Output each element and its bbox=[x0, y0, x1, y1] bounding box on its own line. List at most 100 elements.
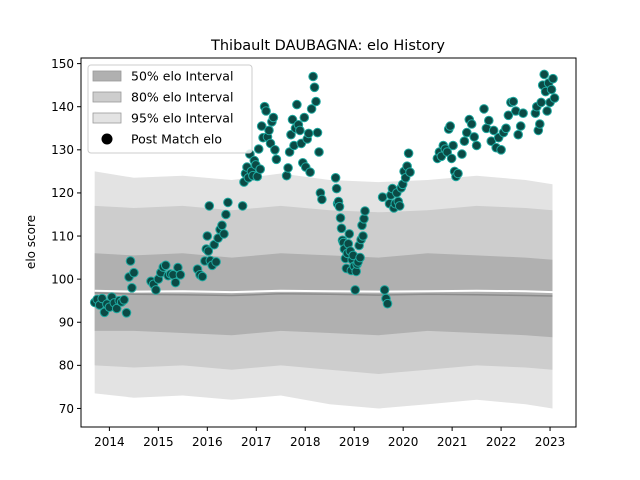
data-point bbox=[270, 145, 280, 155]
data-point bbox=[503, 110, 514, 121]
data-point bbox=[264, 125, 274, 136]
legend-box bbox=[87, 64, 253, 154]
x-tick-label: 2022 bbox=[486, 435, 517, 449]
data-point bbox=[127, 283, 137, 293]
legend-marker bbox=[101, 133, 113, 145]
data-point bbox=[119, 295, 129, 305]
axes-frame bbox=[80, 57, 577, 428]
x-tick-label: 2014 bbox=[94, 435, 125, 449]
data-point bbox=[306, 104, 317, 114]
data-point bbox=[536, 97, 547, 108]
data-point bbox=[308, 71, 318, 82]
data-point bbox=[271, 154, 282, 165]
data-point bbox=[355, 252, 365, 263]
legend-label: 50% elo Interval bbox=[131, 69, 233, 84]
data-point bbox=[121, 308, 132, 318]
data-point bbox=[170, 277, 181, 288]
data-point bbox=[219, 229, 229, 239]
plot-area bbox=[89, 69, 560, 409]
data-point bbox=[151, 285, 161, 295]
data-point bbox=[335, 213, 346, 223]
y-axis-label: elo score bbox=[24, 215, 38, 269]
legend: 50% elo Interval 80% elo Interval 95% elo … bbox=[87, 64, 253, 154]
data-point bbox=[405, 167, 415, 177]
data-point bbox=[311, 96, 321, 107]
y-tick-label: 130 bbox=[51, 143, 74, 157]
y-tick-label: 80 bbox=[59, 359, 74, 373]
data-point bbox=[379, 285, 390, 295]
data-point bbox=[542, 106, 552, 116]
data-point bbox=[453, 168, 463, 179]
data-point bbox=[358, 231, 368, 241]
data-point bbox=[261, 106, 271, 116]
data-point bbox=[129, 267, 139, 278]
data-point bbox=[334, 201, 345, 212]
data-point bbox=[496, 145, 506, 155]
y-tick-label: 110 bbox=[51, 229, 74, 243]
data-point bbox=[253, 144, 264, 154]
data-point bbox=[549, 93, 560, 103]
data-point bbox=[360, 206, 370, 216]
summary-lines bbox=[94, 289, 553, 297]
data-point bbox=[312, 127, 323, 138]
data-point bbox=[446, 153, 457, 164]
data-point bbox=[350, 285, 361, 295]
data-point bbox=[466, 119, 477, 129]
x-tick-label: 2020 bbox=[388, 435, 419, 449]
data-point bbox=[204, 201, 215, 211]
data-point bbox=[237, 201, 248, 211]
band-50 bbox=[94, 253, 553, 338]
data-point bbox=[462, 127, 472, 138]
x-tick-label: 2017 bbox=[241, 435, 272, 449]
legend-swatch bbox=[92, 91, 122, 103]
data-point bbox=[457, 149, 467, 159]
data-point bbox=[255, 164, 266, 174]
data-point bbox=[448, 140, 458, 151]
median-line bbox=[94, 292, 553, 297]
x-tick-label: 2023 bbox=[535, 435, 566, 449]
data-point bbox=[471, 140, 482, 151]
data-point bbox=[330, 173, 341, 183]
data-point bbox=[479, 104, 489, 114]
data-point bbox=[284, 147, 295, 157]
x-tick-label: 2016 bbox=[192, 435, 223, 449]
x-tick-label: 2019 bbox=[339, 435, 370, 449]
post-match-points bbox=[89, 69, 560, 318]
y-tick-label: 100 bbox=[51, 272, 74, 286]
data-point bbox=[377, 192, 388, 202]
data-point bbox=[508, 96, 519, 107]
legend-label: 80% elo Interval bbox=[131, 90, 233, 105]
legend-label: 95% elo Interval bbox=[131, 111, 233, 126]
data-point bbox=[211, 257, 221, 267]
data-point bbox=[299, 112, 310, 123]
data-point bbox=[442, 147, 453, 157]
data-point bbox=[203, 246, 214, 256]
data-point bbox=[314, 147, 324, 157]
data-point bbox=[546, 84, 557, 95]
data-point bbox=[469, 132, 480, 142]
data-point bbox=[217, 220, 227, 231]
data-point bbox=[382, 298, 393, 309]
x-axis: 2014 2015 2016 2017 2018 2019 2020 2021 2022 2023 bbox=[94, 427, 565, 449]
data-point bbox=[535, 119, 545, 129]
data-point bbox=[459, 136, 470, 146]
y-tick-label: 90 bbox=[59, 316, 74, 330]
y-tick-label: 150 bbox=[51, 57, 74, 71]
y-tick-label: 140 bbox=[51, 100, 74, 114]
data-point bbox=[197, 271, 208, 282]
data-point bbox=[515, 121, 526, 131]
data-point bbox=[268, 112, 279, 123]
data-point bbox=[331, 183, 342, 194]
data-point bbox=[283, 163, 293, 173]
y-axis: 70 80 90 100 110 120 130 140 150 bbox=[51, 57, 81, 416]
data-point bbox=[303, 128, 314, 139]
data-point bbox=[175, 270, 186, 280]
data-point bbox=[309, 82, 320, 93]
data-point bbox=[160, 260, 171, 271]
data-point bbox=[317, 194, 327, 205]
data-point bbox=[305, 167, 315, 177]
chart-title: Thibault DAUBAGNA: elo History bbox=[210, 38, 445, 54]
mean-line bbox=[94, 289, 553, 294]
data-point bbox=[518, 108, 528, 118]
